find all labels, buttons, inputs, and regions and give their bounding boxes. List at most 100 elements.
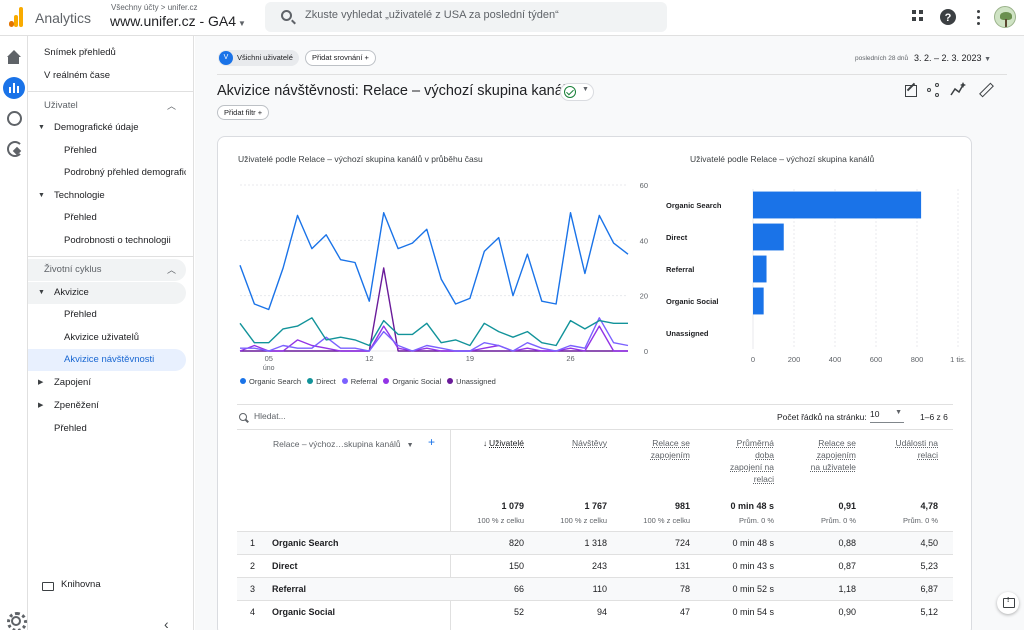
column-total: 1 079 xyxy=(501,501,524,511)
share-icon[interactable] xyxy=(926,82,942,98)
column-header-label: na uživatele xyxy=(810,462,856,472)
series-line-organic-search[interactable] xyxy=(239,211,629,311)
customize-report-icon[interactable] xyxy=(903,82,919,98)
bar-organic-search[interactable] xyxy=(753,191,922,219)
reports-icon[interactable] xyxy=(3,77,25,99)
nav-tech-details[interactable]: Podrobnosti o technologii xyxy=(64,235,171,246)
bar-direct[interactable] xyxy=(753,223,784,251)
nav-acquisition-overview[interactable]: Přehled xyxy=(64,309,97,320)
add-dimension-icon[interactable]: + xyxy=(428,435,436,449)
avatar[interactable] xyxy=(994,6,1016,28)
column-header[interactable]: Průměrná doba zapojení na relaci xyxy=(684,437,774,485)
search-bar[interactable] xyxy=(265,2,667,32)
table-row[interactable]: 1 Organic Search 820 1 318 724 0 min 48 s 0,88… xyxy=(237,531,953,554)
line-chart[interactable]: 0 20 40 60 05 úno 12 19 26 xyxy=(218,137,658,377)
comparison-chip[interactable]: V Všichni uživatelé xyxy=(218,50,299,66)
legend-swatch xyxy=(341,378,348,384)
legend-item[interactable]: Organic Social xyxy=(383,377,441,386)
table-search-input[interactable] xyxy=(254,411,414,421)
column-total-share: Prům. 0 % xyxy=(902,516,938,525)
table-cell: 4,50 xyxy=(920,538,938,548)
x-tick-label: 600 xyxy=(870,355,883,364)
edit-pencil-icon[interactable] xyxy=(978,82,994,98)
table-cell: 78 xyxy=(679,584,690,594)
nav-reports-snapshot[interactable]: Snímek přehledů xyxy=(44,47,116,58)
feedback-icon[interactable] xyxy=(997,592,1019,614)
column-header[interactable]: Relace se zapojením xyxy=(600,437,690,461)
apps-grid-icon[interactable] xyxy=(910,8,928,26)
advertising-icon[interactable] xyxy=(3,137,25,159)
nav-demographics-details[interactable]: Podrobný přehled demografických údajů xyxy=(64,167,186,178)
nav-traffic-acquisition[interactable]: Akvizice návštěvnosti xyxy=(28,349,186,371)
account-breadcrumb[interactable]: Všechny účty > unifer.cz xyxy=(111,3,198,12)
legend-swatch xyxy=(307,378,314,384)
explore-icon[interactable] xyxy=(3,107,25,129)
series-line-referral[interactable] xyxy=(240,317,629,352)
table-row[interactable]: 4 Organic Social 52 94 47 0 min 54 s 0,90 5,12 xyxy=(237,600,953,623)
app-name: Analytics xyxy=(35,10,92,26)
table-search[interactable] xyxy=(238,411,438,425)
nav-section-user[interactable]: Uživatel ︿ xyxy=(28,95,186,117)
column-header[interactable]: Události na relaci xyxy=(848,437,938,461)
more-vert-icon[interactable] xyxy=(970,8,988,26)
folder-icon[interactable] xyxy=(42,582,54,591)
table-row[interactable]: 3 Referral 66 110 78 0 min 52 s 1,18 6,87 xyxy=(237,577,953,600)
dimension-selector[interactable]: Relace – výchoz…skupina kanálů ▼ xyxy=(273,439,414,449)
property-selector[interactable]: www.unifer.cz - GA4 ▼ xyxy=(110,13,246,29)
legend-item[interactable]: Organic Search xyxy=(240,377,301,386)
date-range-value: 3. 2. – 2. 3. 2023 xyxy=(914,53,982,63)
legend-item[interactable]: Direct xyxy=(307,377,336,386)
series-line-unassigned[interactable] xyxy=(240,267,628,352)
column-total-share: Prům. 0 % xyxy=(820,516,856,525)
bar-chart[interactable]: 0 200 400 600 800 1 tis. Organic Search Direct R… xyxy=(658,137,973,377)
caret-down-icon: ▼ xyxy=(38,192,45,199)
bar-referral[interactable] xyxy=(753,255,767,283)
report-card: Uživatelé podle Relace – výchozí skupina… xyxy=(217,136,972,630)
help-icon[interactable]: ? xyxy=(940,9,956,25)
column-total: 4,78 xyxy=(920,501,938,511)
column-total-share: Prům. 0 % xyxy=(738,516,774,525)
add-comparison-button[interactable]: Přidat srovnání + xyxy=(305,50,376,66)
x-tick-label: 200 xyxy=(788,355,801,364)
column-header[interactable]: Relace se zapojením na uživatele xyxy=(766,437,856,473)
chevron-left-icon[interactable]: ‹ xyxy=(164,616,169,630)
nav-tech[interactable]: ▼ Technologie xyxy=(28,185,186,207)
column-header[interactable]: ↓ Uživatelé xyxy=(434,437,524,450)
nav-user-acquisition[interactable]: Akvizice uživatelů xyxy=(64,332,139,343)
date-range-picker[interactable]: 3. 2. – 2. 3. 2023 ▼ xyxy=(914,53,991,63)
column-header[interactable]: Návštěvy xyxy=(517,437,607,449)
x-tick-label: 1 tis. xyxy=(950,355,966,364)
legend-item[interactable]: Referral xyxy=(341,377,377,386)
nav-lifecycle-overview[interactable]: Přehled xyxy=(54,423,87,434)
bar-organic-social[interactable] xyxy=(753,287,764,315)
divider xyxy=(217,74,1007,75)
series-line-organic-social[interactable] xyxy=(239,325,628,352)
check-circle-icon xyxy=(564,86,576,98)
column-header-label: zapojení na xyxy=(730,462,774,472)
analytics-logo-icon[interactable] xyxy=(9,7,23,27)
table-cell: 66 xyxy=(513,584,524,594)
search-input[interactable] xyxy=(305,9,645,21)
nav-section-lifecycle[interactable]: Životní cyklus ︿ xyxy=(28,259,186,281)
add-filter-button[interactable]: Přidat filtr + xyxy=(217,105,270,120)
insights-icon[interactable] xyxy=(950,82,966,98)
nav-monetization[interactable]: ▶ Zpeněžení xyxy=(28,395,186,417)
bar-category-label: Unassigned xyxy=(666,329,709,338)
nav-realtime[interactable]: V reálném čase xyxy=(44,70,111,81)
row-dimension: Referral xyxy=(272,584,307,594)
rows-per-page-select[interactable]: 10 ▼ xyxy=(870,409,904,423)
settings-gear-icon[interactable] xyxy=(3,608,27,630)
legend-item[interactable]: Unassigned xyxy=(447,377,496,386)
series-line-direct[interactable] xyxy=(239,317,628,347)
table-row[interactable]: 2 Direct 150 243 131 0 min 43 s 0,87 5,23 xyxy=(237,554,953,577)
nav-acquisition[interactable]: ▼ Akvizice xyxy=(28,282,186,304)
nav-item-label: Zapojení xyxy=(54,377,91,388)
nav-engagement[interactable]: ▶ Zapojení xyxy=(28,372,186,394)
report-status-dropdown[interactable]: ▼ xyxy=(560,83,594,101)
nav-demographics[interactable]: ▼ Demografické údaje xyxy=(28,117,186,139)
home-icon[interactable] xyxy=(3,47,25,69)
nav-library[interactable]: Knihovna xyxy=(61,579,101,590)
table-cell: 1,18 xyxy=(838,584,856,594)
nav-tech-overview[interactable]: Přehled xyxy=(64,212,97,223)
nav-demographics-overview[interactable]: Přehled xyxy=(64,145,97,156)
